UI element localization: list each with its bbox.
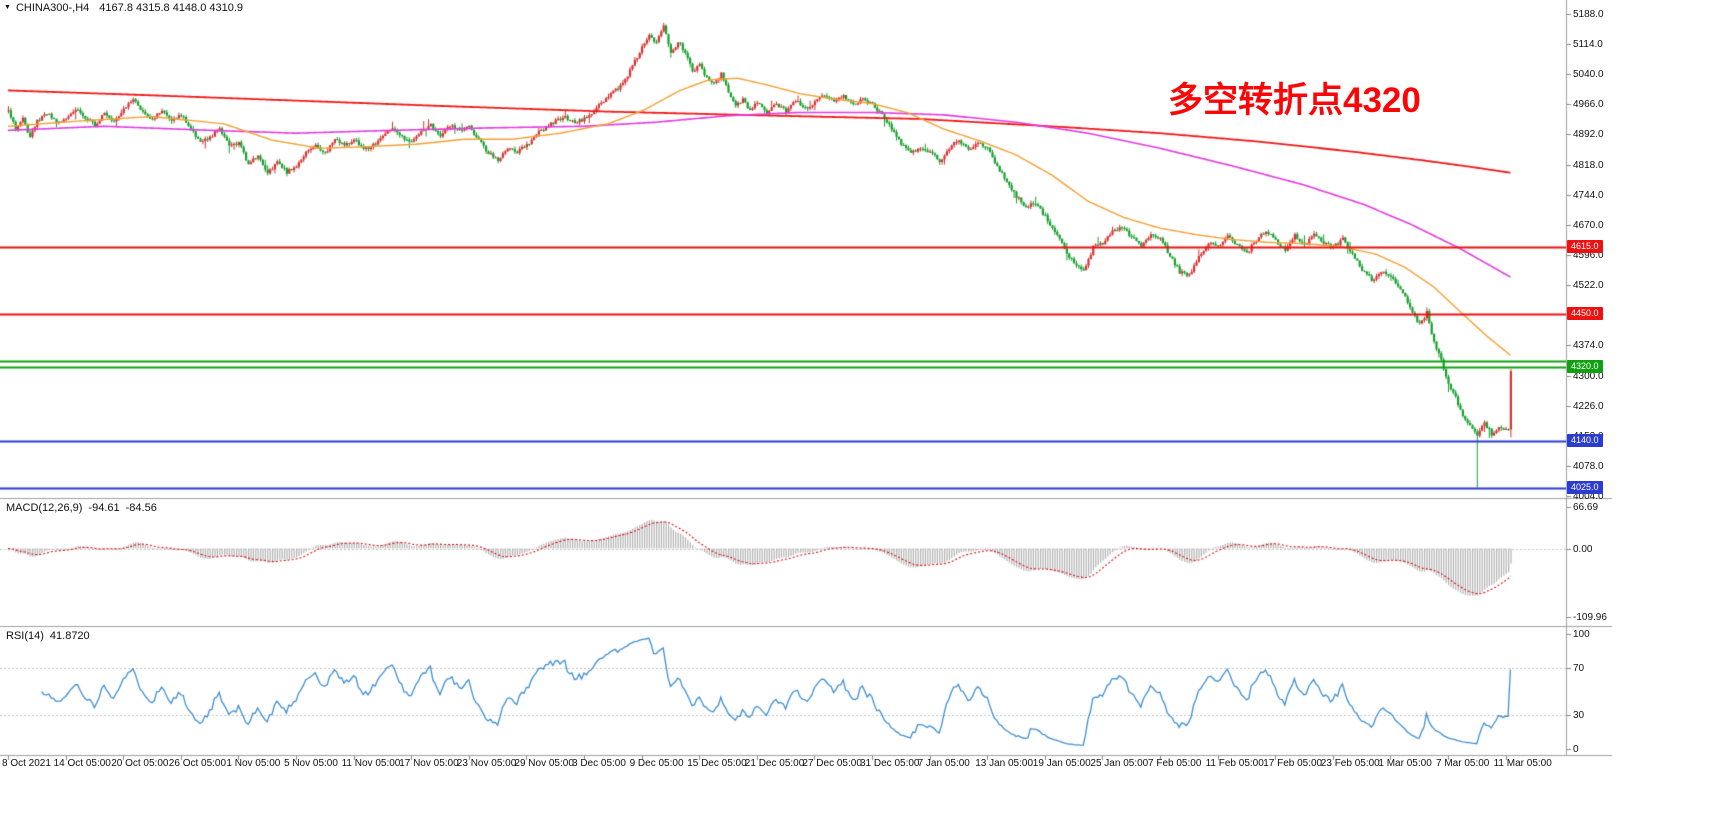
macd-signal-value: -84.56: [125, 502, 157, 514]
macd-indicator-label: MACD(12,26,9) -94.61 -84.56: [6, 502, 163, 514]
time-axis-label: 9 Dec 05:00: [629, 758, 684, 769]
time-axis-label: 11 Feb 05:00: [1205, 758, 1264, 769]
time-axis-label: 3 Dec 05:00: [572, 758, 626, 769]
rsi-axis[interactable]: 100 70 30 0: [1566, 0, 1706, 840]
price-tick-label: 4226.0: [1573, 400, 1604, 412]
price-tick-label: 4744.0: [1573, 189, 1604, 201]
time-axis[interactable]: 8 Oct 2021 14 Oct 05:00 20 Oct 05:00 26 Oct…: [0, 757, 1610, 773]
time-axis-label: 7 Feb 05:00: [1148, 758, 1202, 769]
time-axis-label: 17 Nov 05:00: [399, 758, 459, 769]
time-axis-label: 19 Jan 05:00: [1032, 758, 1091, 769]
time-axis-label: 1 Mar 05:00: [1378, 758, 1432, 769]
price-axis[interactable]: 5188.0 5114.0 5040.0 4966.0 4892.0 4818.0 4744…: [1566, 0, 1706, 840]
price-tick-label: 4300.0: [1573, 370, 1604, 382]
price-tick-label: 5114.0: [1573, 38, 1603, 50]
time-axis-label: 13 Jan 05:00: [975, 758, 1034, 769]
price-line-badge: 4615.0: [1567, 240, 1603, 254]
time-axis-label: 31 Dec 05:00: [860, 758, 920, 769]
time-axis-label: 27 Dec 05:00: [802, 758, 862, 769]
price-line-badge: 4450.0: [1567, 307, 1603, 321]
rsi-tick-label: 30: [1573, 709, 1585, 721]
macd-label: MACD(12,26,9): [6, 502, 83, 514]
price-tick-label: 4374.0: [1573, 340, 1604, 352]
time-axis-label: 23 Feb 05:00: [1320, 758, 1380, 769]
time-axis-label: 11 Mar 05:00: [1493, 758, 1552, 769]
price-tick-label: 5040.0: [1573, 69, 1604, 81]
price-tick-label: 4004.0: [1573, 491, 1604, 503]
time-axis-label: 29 Nov 05:00: [514, 758, 574, 769]
time-axis-label: 20 Oct 05:00: [111, 758, 169, 769]
macd-axis[interactable]: 66.69 0.00 -109.96: [1566, 0, 1706, 840]
price-tick-label: 4522.0: [1573, 280, 1604, 292]
time-axis-label: 26 Oct 05:00: [168, 758, 227, 769]
macd-main-value: -94.61: [88, 502, 120, 514]
macd-tick-label: 66.69: [1573, 502, 1599, 514]
time-axis-label: 25 Jan 05:00: [1090, 758, 1149, 769]
ohlc-readout: 4167.8 4315.8 4148.0 4310.9: [99, 2, 244, 14]
time-axis-label: 11 Nov 05:00: [341, 758, 401, 769]
time-axis-label: 15 Dec 05:00: [687, 758, 747, 769]
price-tick-label: 4596.0: [1573, 250, 1604, 262]
rsi-indicator-label: RSI(14) 41.8720: [6, 630, 96, 642]
price-tick-label: 4818.0: [1573, 159, 1604, 171]
price-tick-label: 4078.0: [1573, 461, 1604, 473]
time-axis-label: 7 Jan 05:00: [917, 758, 970, 769]
time-axis-label: 14 Oct 05:00: [53, 758, 111, 769]
macd-tick-label: -109.96: [1573, 611, 1607, 623]
time-axis-label: 7 Mar 05:00: [1436, 758, 1490, 769]
time-axis-label: 17 Feb 05:00: [1263, 758, 1323, 769]
rsi-tick-label: 100: [1573, 628, 1590, 640]
rsi-tick-label: 70: [1573, 663, 1585, 675]
macd-tick-label: 0.00: [1573, 543, 1593, 555]
chart-title: ▼ CHINA300-,H4 4167.8 4315.8 4148.0 4310.9: [4, 2, 243, 14]
price-line-badge: 4025.0: [1567, 480, 1603, 494]
time-axis-label: 1 Nov 05:00: [226, 758, 281, 769]
price-line-badge: 4140.0: [1567, 433, 1603, 447]
annotation-text: 多空转折点4320: [1168, 81, 1421, 120]
price-line-badge: 4320.0: [1567, 360, 1603, 374]
time-axis-label: 8 Oct 2021: [2, 758, 51, 769]
time-axis-label: 5 Nov 05:00: [284, 758, 338, 769]
price-tick-label: 4670.0: [1573, 219, 1604, 231]
rsi-tick-label: 0: [1573, 744, 1579, 756]
time-axis-label: 21 Dec 05:00: [744, 758, 805, 769]
price-tick-label: 5188.0: [1573, 8, 1604, 20]
price-line-badges: 4615.0 4450.0 4320.0 4140.0 4025.0: [1566, 0, 1706, 840]
price-tick-label: 4966.0: [1573, 99, 1604, 111]
time-axis-label: 23 Nov 05:00: [456, 758, 517, 769]
price-tick-label: 4892.0: [1573, 129, 1604, 141]
symbol-timeframe-label: CHINA300-,H4: [15, 2, 90, 14]
rsi-label: RSI(14): [6, 630, 44, 642]
symbol-dropdown-icon[interactable]: ▼: [4, 4, 11, 11]
rsi-value: 41.8720: [49, 630, 90, 642]
